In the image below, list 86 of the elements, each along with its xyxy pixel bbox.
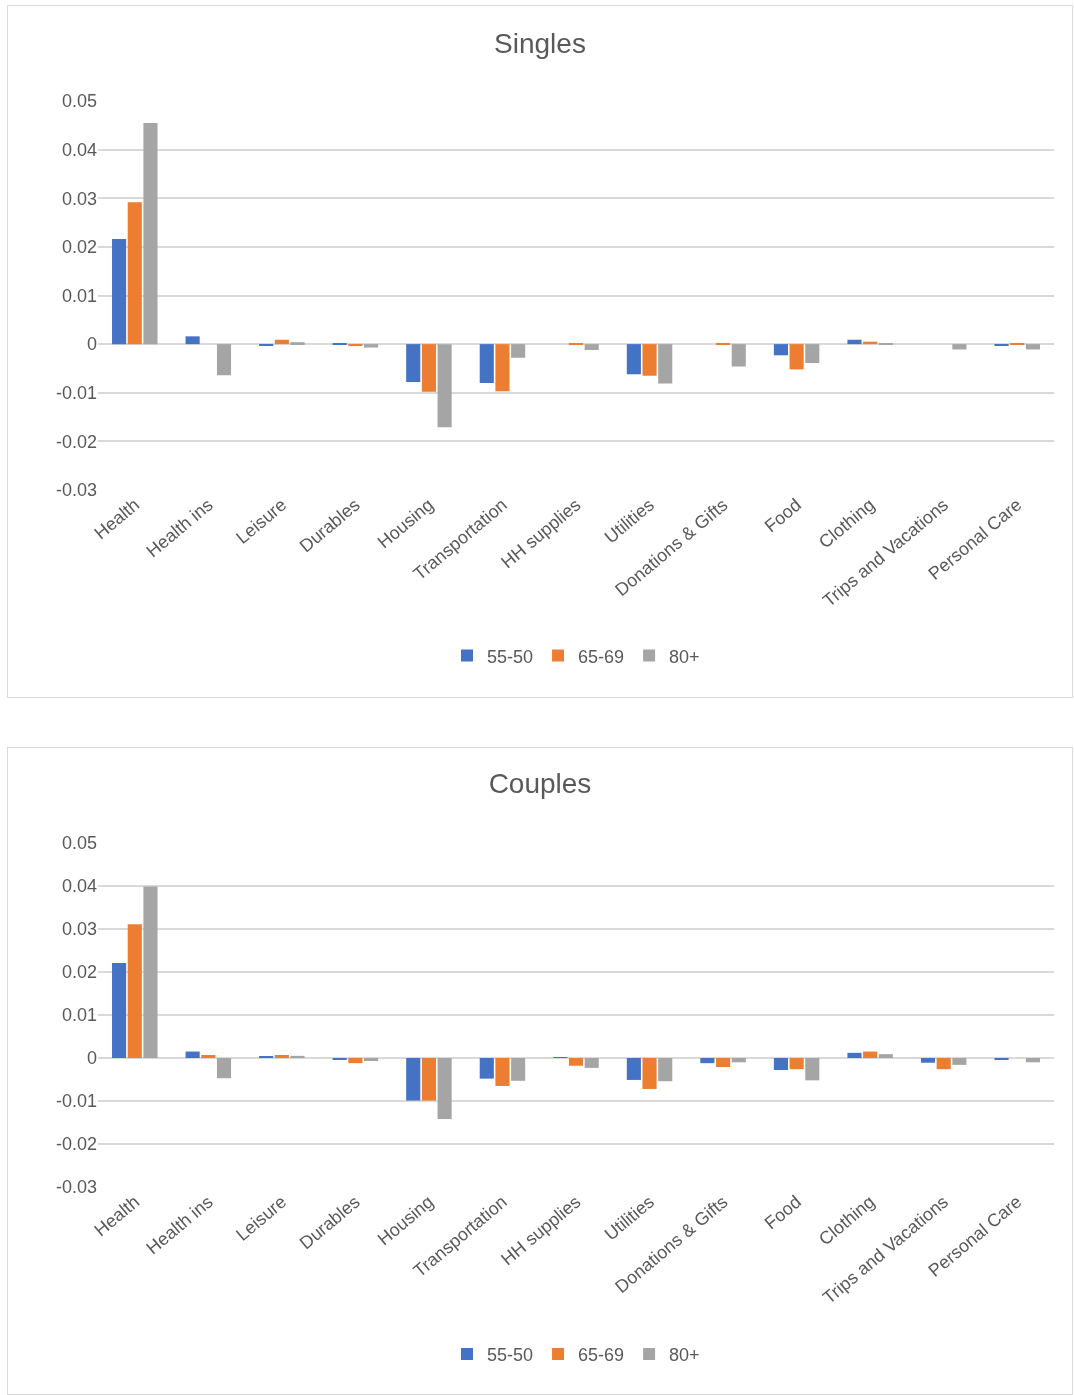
bar xyxy=(700,1058,715,1064)
bar xyxy=(626,344,641,375)
bar xyxy=(143,886,158,1058)
y-tick-label: 0.02 xyxy=(61,962,97,983)
bar xyxy=(112,962,127,1058)
y-tick-label: 0.02 xyxy=(61,237,97,258)
y-tick-label: 0 xyxy=(86,1048,97,1069)
bar xyxy=(495,1058,510,1086)
y-tick-label: 0.05 xyxy=(61,91,97,112)
bar xyxy=(1025,1058,1040,1063)
bar xyxy=(773,1058,788,1071)
bar xyxy=(127,202,142,345)
bar xyxy=(658,1058,673,1082)
bar xyxy=(847,1052,862,1058)
bar xyxy=(201,1054,216,1058)
bar xyxy=(920,1058,936,1063)
y-tick-label: 0.01 xyxy=(61,1005,97,1026)
bar xyxy=(805,344,820,364)
bar xyxy=(805,1058,820,1081)
bar xyxy=(863,1051,878,1058)
y-tick-label: -0.02 xyxy=(55,431,97,452)
bar xyxy=(584,1058,599,1068)
y-tick-label: -0.03 xyxy=(55,480,97,501)
legend-label: 55-50 xyxy=(487,646,534,667)
bar xyxy=(731,344,746,367)
bar xyxy=(773,344,788,356)
bar xyxy=(421,344,436,392)
y-tick-label: 0.04 xyxy=(61,139,97,160)
bar xyxy=(495,344,510,392)
bar xyxy=(274,339,289,345)
bar xyxy=(936,1058,951,1070)
bar xyxy=(421,1058,436,1101)
bar xyxy=(290,1055,305,1058)
bar xyxy=(112,239,127,345)
bar xyxy=(952,344,967,350)
y-tick-label: 0.03 xyxy=(61,919,97,940)
bar xyxy=(642,1058,657,1089)
bar xyxy=(348,1058,363,1064)
chart-title: Couples xyxy=(488,768,592,800)
bar xyxy=(216,1058,232,1079)
bar xyxy=(847,339,862,345)
bar xyxy=(658,344,673,384)
bar xyxy=(406,1058,421,1101)
y-tick-label: 0 xyxy=(86,334,97,355)
bar xyxy=(437,344,452,428)
bar xyxy=(511,1058,526,1081)
legend-label: 80+ xyxy=(669,646,700,667)
bar xyxy=(216,344,232,376)
y-tick-label: 0.05 xyxy=(61,833,97,854)
bar xyxy=(406,344,421,383)
bar xyxy=(479,344,494,384)
bar xyxy=(731,1058,746,1063)
bar xyxy=(716,1058,731,1068)
chart-title: Singles xyxy=(494,28,586,60)
bar xyxy=(952,1058,967,1065)
y-tick-label: -0.01 xyxy=(55,383,97,404)
y-tick-label: 0.04 xyxy=(61,876,97,897)
bar xyxy=(364,344,379,348)
bar xyxy=(1025,344,1040,350)
bar xyxy=(584,344,599,350)
legend-label: 55-50 xyxy=(487,1344,534,1365)
legend-label: 65-69 xyxy=(578,646,625,667)
bar xyxy=(568,1058,584,1066)
bar xyxy=(143,122,158,345)
y-tick-label: -0.01 xyxy=(55,1091,97,1112)
bar xyxy=(878,1054,893,1058)
bar xyxy=(185,336,200,345)
bar xyxy=(642,344,657,376)
bar xyxy=(437,1058,452,1120)
bar xyxy=(185,1051,200,1058)
bar xyxy=(789,1058,804,1070)
bar xyxy=(511,344,526,358)
bar xyxy=(274,1054,289,1058)
bar xyxy=(626,1058,641,1080)
bar xyxy=(127,924,142,1058)
bar xyxy=(789,344,804,370)
legend-label: 65-69 xyxy=(578,1344,625,1365)
bar xyxy=(348,344,363,347)
bar xyxy=(479,1058,494,1079)
y-tick-label: -0.03 xyxy=(55,1177,97,1198)
legend-label: 80+ xyxy=(669,1344,700,1365)
y-tick-label: -0.02 xyxy=(55,1134,97,1155)
bar xyxy=(364,1058,379,1062)
y-tick-label: 0.03 xyxy=(61,188,97,209)
y-tick-label: 0.01 xyxy=(61,285,97,306)
bar xyxy=(290,342,305,345)
